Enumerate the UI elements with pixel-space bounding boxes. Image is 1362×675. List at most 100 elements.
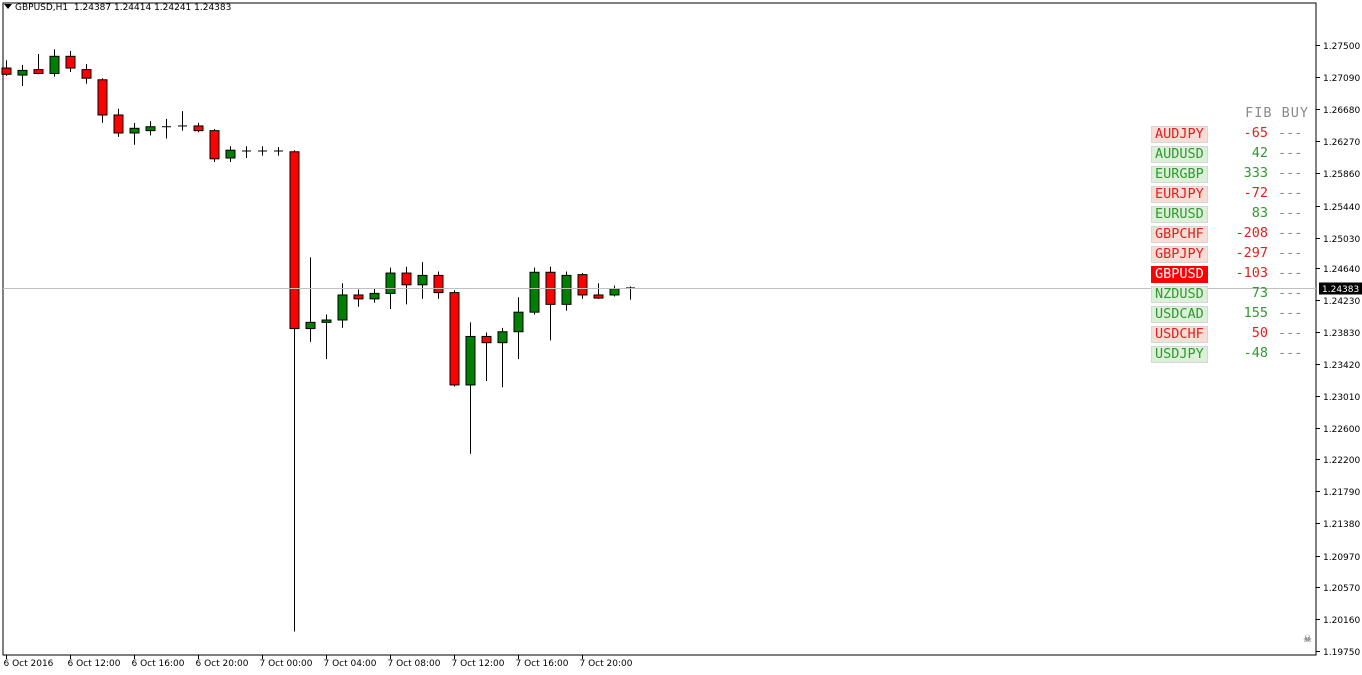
pair-symbol-button[interactable]: USDJPY: [1151, 346, 1208, 363]
candle-body: [481, 335, 492, 344]
y-tick-label: 1.20570: [1323, 584, 1360, 594]
pair-row-usdchf: USDCHF 50 ---: [1150, 324, 1315, 344]
symbol-timeframe: GBPUSD,H1: [15, 3, 69, 13]
y-tick-label: 1.21790: [1323, 488, 1360, 498]
candle: [65, 50, 76, 72]
pair-value: -297: [1235, 245, 1268, 261]
candle-body: [369, 292, 380, 300]
pair-value: 83: [1251, 205, 1268, 221]
candle-body: [593, 294, 604, 299]
plot-area: [2, 2, 1317, 656]
candle: [97, 78, 108, 123]
y-tick-label: 1.23420: [1323, 361, 1360, 371]
candle: [225, 146, 236, 162]
pair-value: -65: [1243, 125, 1268, 141]
pair-symbol-button[interactable]: GBPCHF: [1151, 226, 1208, 243]
dropdown-triangle-icon[interactable]: [4, 4, 12, 9]
pair-value: 42: [1251, 145, 1268, 161]
candle-body: [17, 69, 28, 76]
candle-body: [193, 125, 204, 132]
pair-value: 333: [1243, 165, 1268, 181]
candle: [274, 147, 283, 156]
pair-row-nzdusd: NZDUSD 73 ---: [1150, 284, 1315, 304]
candle-body: [49, 55, 60, 75]
time-axis[interactable]: 6 Oct 2016 6 Oct 12:00 6 Oct 16:00 6 Oct 20…: [4, 655, 633, 669]
candle-body: [209, 130, 220, 160]
pair-status: ---: [1278, 285, 1303, 301]
current-price-label: 1.24383: [1322, 285, 1359, 295]
pair-symbol-button[interactable]: AUDUSD: [1151, 146, 1208, 163]
candle-body: [305, 321, 316, 330]
pair-value: -48: [1243, 345, 1268, 361]
candle: [49, 49, 60, 77]
x-tick-label: 7 Oct 16:00: [516, 659, 569, 669]
candle: [593, 283, 604, 299]
y-tick-label: 1.25860: [1323, 170, 1360, 180]
candle: [561, 271, 572, 311]
pair-row-usdjpy: USDJPY -48 ---: [1150, 344, 1315, 364]
pair-symbol-button[interactable]: EURGBP: [1151, 166, 1208, 183]
pair-status: ---: [1278, 245, 1303, 261]
candle: [529, 267, 540, 315]
candle: [289, 150, 300, 632]
candle-body: [417, 274, 428, 286]
pair-symbol-button[interactable]: USDCAD: [1151, 306, 1208, 323]
candle: [209, 129, 220, 162]
current-price-line: 1.24383: [3, 282, 1362, 295]
pair-symbol-button[interactable]: USDCHF: [1151, 326, 1208, 343]
candle-body: [465, 335, 476, 386]
pair-symbol-button[interactable]: GBPJPY: [1151, 246, 1208, 263]
candle: [353, 289, 364, 307]
pair-row-eurgbp: EURGBP 333 ---: [1150, 164, 1315, 184]
candle-body: [145, 126, 156, 132]
candle: [337, 283, 348, 328]
pair-status: ---: [1278, 345, 1303, 361]
candle-body: [113, 114, 124, 134]
x-tick-label: 7 Oct 00:00: [260, 659, 313, 669]
pair-value: -72: [1243, 185, 1268, 201]
y-tick-label: 1.22600: [1323, 425, 1360, 435]
chart-header: GBPUSD,H1 1.24387 1.24414 1.24241 1.2438…: [4, 3, 231, 13]
x-tick-label: 6 Oct 12:00: [68, 659, 121, 669]
pair-status: ---: [1278, 325, 1303, 341]
pair-row-gbpjpy: GBPJPY -297 ---: [1150, 244, 1315, 264]
pair-row-gbpusd: GBPUSD -103 ---: [1150, 264, 1315, 284]
pair-status: ---: [1278, 225, 1303, 241]
pair-symbol-button[interactable]: EURJPY: [1151, 186, 1208, 203]
pair-symbol-button[interactable]: AUDJPY: [1151, 126, 1208, 143]
pair-symbol-button[interactable]: NZDUSD: [1151, 286, 1208, 303]
pair-value: 50: [1251, 325, 1268, 341]
pair-status: ---: [1278, 125, 1303, 141]
pair-value: 155: [1243, 305, 1268, 321]
candle-body: [1, 67, 12, 75]
pair-symbol-button[interactable]: GBPUSD: [1151, 266, 1208, 283]
candle: [17, 64, 28, 87]
y-tick-label: 1.27500: [1323, 42, 1360, 52]
candle: [113, 108, 124, 137]
candle: [321, 314, 332, 360]
pair-row-audusd: AUDUSD 42 ---: [1150, 144, 1315, 164]
pair-value: 73: [1251, 285, 1268, 301]
candle-body: [561, 274, 572, 305]
candle: [417, 262, 428, 299]
candle-body: [97, 79, 108, 116]
candle-body: [529, 271, 540, 313]
candle-body: [353, 294, 364, 300]
candle: [369, 288, 380, 303]
y-tick-label: 1.24640: [1323, 265, 1360, 275]
candle-body: [497, 331, 508, 344]
candle-body: [513, 311, 524, 333]
candle-body: [33, 69, 44, 75]
pair-value: -208: [1235, 225, 1268, 241]
candle: [513, 297, 524, 360]
pair-value: -103: [1235, 265, 1268, 281]
pair-symbol-button[interactable]: EURUSD: [1151, 206, 1208, 223]
y-tick-label: 1.24230: [1323, 297, 1360, 307]
y-tick-label: 1.26680: [1323, 106, 1360, 116]
price-axis[interactable]: 1.27500 1.27090 1.26680 1.26270 1.25860 1.254…: [1316, 42, 1360, 658]
panel-title: FIB BUY: [1245, 105, 1309, 121]
pair-status: ---: [1278, 265, 1303, 281]
y-tick-label: 1.23010: [1323, 393, 1360, 403]
y-tick-label: 1.20160: [1323, 616, 1360, 626]
